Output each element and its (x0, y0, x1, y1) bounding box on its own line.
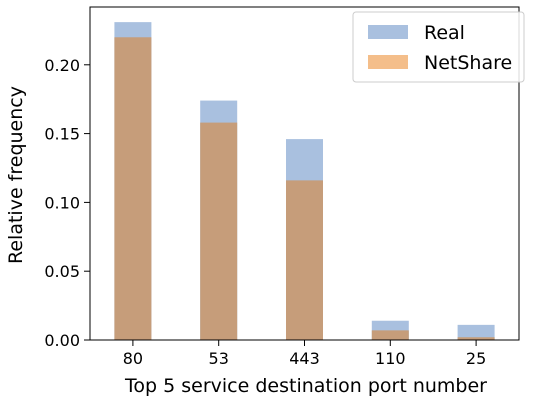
legend-label-netshare: NetShare (424, 52, 512, 74)
y-tick-label-0-05: 0.05 (44, 262, 80, 281)
axes-layer: 0.00 0.05 0.10 0.15 0.20 80 53 443 110 25 (44, 6, 520, 368)
bar-netshare-443 (286, 180, 323, 340)
x-tick-label-110: 110 (375, 349, 406, 368)
legend-label-real: Real (424, 22, 465, 44)
x-tick-label-53: 53 (209, 349, 229, 368)
bar-netshare-110 (371, 330, 409, 340)
bars-layer (114, 22, 495, 341)
x-tick-label-443: 443 (289, 349, 320, 368)
bar-netshare-80 (114, 37, 152, 340)
y-tick-label-0-10: 0.10 (44, 193, 80, 212)
x-axis-label: Top 5 service destination port number (124, 375, 487, 397)
y-tick-label-0-20: 0.20 (44, 56, 80, 75)
legend: Real NetShare (352, 11, 525, 83)
y-tick-label-0-00: 0.00 (44, 331, 80, 350)
bar-netshare-53 (200, 122, 238, 340)
bar-real-25 (457, 324, 495, 340)
y-axis-label: Relative frequency (5, 86, 27, 264)
y-tick-label-0-15: 0.15 (44, 125, 80, 144)
bar-netshare-25 (457, 337, 495, 340)
legend-swatch-real (368, 25, 408, 39)
x-tick-label-80: 80 (123, 349, 143, 368)
legend-swatch-netshare (368, 55, 408, 69)
x-tick-label-25: 25 (466, 349, 486, 368)
